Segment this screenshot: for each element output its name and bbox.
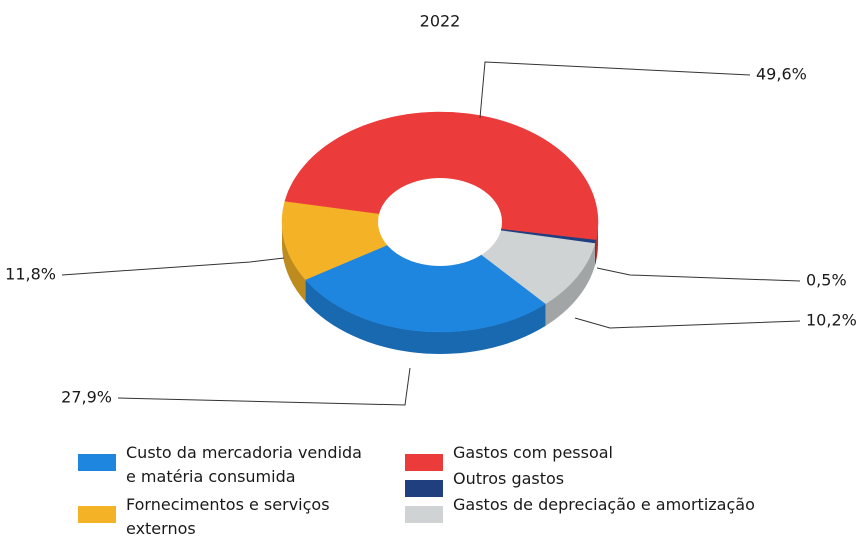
legend-swatch xyxy=(405,506,443,523)
data-label: 27,9% xyxy=(61,388,112,407)
legend-swatch xyxy=(78,506,116,523)
legend-swatch xyxy=(78,454,116,471)
pie-wall xyxy=(282,222,306,302)
legend-label: Gastos com pessoal xyxy=(453,443,613,462)
chart-title: 2022 xyxy=(420,12,461,31)
leader-line xyxy=(574,317,801,329)
pie-hole xyxy=(378,178,502,266)
legend-swatch xyxy=(405,454,443,471)
legend-label: Gastos de depreciação e amortização xyxy=(453,495,755,514)
leader-line xyxy=(479,61,751,119)
data-label: 11,8% xyxy=(5,265,56,284)
legend-swatch xyxy=(405,480,443,497)
leader-line xyxy=(61,257,285,276)
legend-label: Custo da mercadoria vendida e matéria co… xyxy=(126,443,362,486)
legend-label: Outros gastos xyxy=(453,469,565,488)
pie-wall xyxy=(594,240,596,266)
leader-line xyxy=(117,367,411,406)
data-label: 49,6% xyxy=(756,65,807,84)
pie-wall xyxy=(305,279,546,354)
legend-label: Fornecimentos e serviços externos xyxy=(126,495,330,538)
data-label: 10,2% xyxy=(806,311,857,330)
leader-line xyxy=(596,267,801,282)
data-label: 0,5% xyxy=(806,271,847,290)
